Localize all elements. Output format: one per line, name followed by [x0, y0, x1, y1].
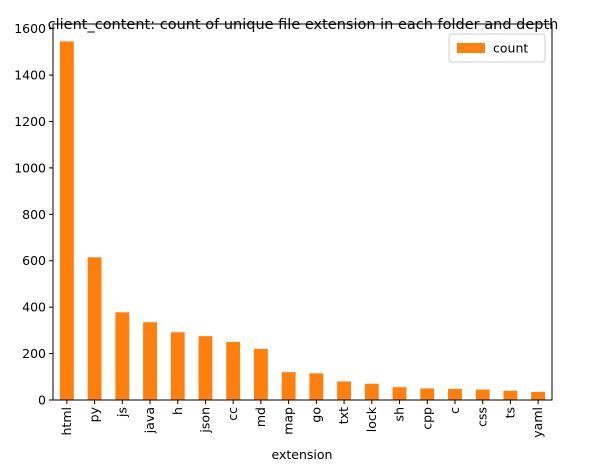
- y-tick-label-200: 200: [22, 346, 46, 361]
- legend-box: [448, 33, 546, 63]
- legend: count: [448, 33, 546, 63]
- chart-title: client_content: count of unique file ext…: [48, 17, 559, 33]
- bar-cc: [226, 341, 241, 400]
- bar-yaml: [531, 391, 546, 400]
- x-tick-label-ts: ts: [502, 407, 517, 418]
- x-tick-label-html: html: [59, 407, 74, 435]
- x-tick-label-lock: lock: [364, 406, 379, 432]
- y-tick-label-1000: 1000: [14, 160, 46, 175]
- x-tick-label-json: json: [197, 407, 212, 434]
- bar-c: [448, 388, 462, 400]
- bar-ts: [503, 390, 518, 400]
- bar-sh: [392, 387, 407, 400]
- x-tick-label-h: h: [170, 407, 185, 415]
- x-tick-label-cpp: cpp: [419, 407, 434, 430]
- bar-h: [170, 332, 185, 400]
- x-tick-label-txt: txt: [336, 407, 351, 424]
- y-tick-label-1600: 1600: [14, 21, 46, 36]
- x-tick-label-css: css: [475, 407, 490, 427]
- x-tick-label-c: c: [447, 407, 462, 414]
- x-tick-label-cc: cc: [225, 407, 240, 421]
- bar-lock: [364, 383, 379, 400]
- legend-swatch-count: [457, 43, 485, 53]
- bar-html: [59, 41, 74, 400]
- bars-group: [59, 41, 546, 400]
- y-tick-label-600: 600: [22, 253, 46, 268]
- bar-map: [281, 372, 296, 400]
- x-tick-label-java: java: [142, 407, 157, 434]
- y-tick-label-1200: 1200: [14, 114, 46, 129]
- x-tick-label-sh: sh: [392, 407, 407, 421]
- x-tick-label-py: py: [87, 406, 102, 422]
- bar-json: [198, 336, 213, 400]
- bar-go: [309, 373, 324, 400]
- x-axis-label: extension: [272, 447, 333, 462]
- x-tick-label-md: md: [253, 407, 268, 427]
- x-tick-label-js: js: [114, 407, 129, 418]
- x-tick-label-map: map: [281, 407, 296, 435]
- y-tick-label-0: 0: [38, 393, 46, 408]
- plot-frame: [52, 23, 553, 401]
- x-tick-label-yaml: yaml: [530, 407, 545, 438]
- y-tick-label-800: 800: [22, 207, 46, 222]
- bar-js: [115, 312, 130, 400]
- bar-txt: [337, 381, 352, 400]
- y-tick-label-1400: 1400: [14, 68, 46, 83]
- x-tick-label-go: go: [308, 407, 323, 423]
- axes-group: 0 200 400 600 800 1000 1200 1400 1600 html py js jav…: [14, 21, 553, 438]
- legend-label-count: count: [493, 41, 528, 56]
- y-tick-label-400: 400: [22, 300, 46, 315]
- bar-java: [143, 322, 157, 400]
- bar-css: [475, 389, 490, 400]
- bar-cpp: [420, 388, 435, 400]
- bar-py: [87, 257, 102, 400]
- bar-md: [253, 348, 268, 400]
